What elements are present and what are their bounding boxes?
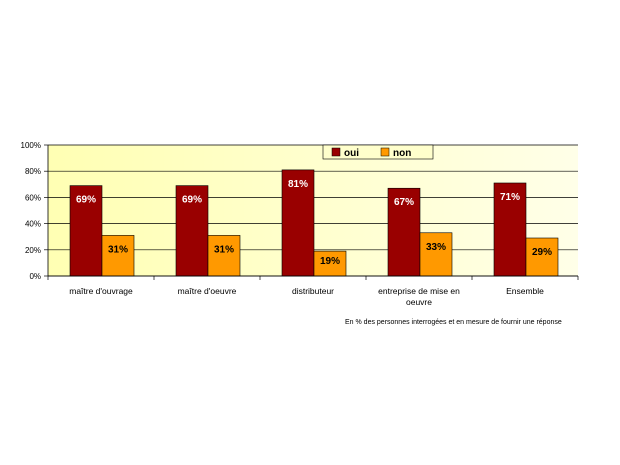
- y-tick-label: 100%: [21, 141, 41, 150]
- category-label: distributeur: [292, 286, 334, 296]
- y-axis-ticks: 0% 20% 40% 60% 80% 100%: [21, 141, 48, 281]
- y-tick-label: 40%: [25, 220, 41, 229]
- legend-swatch-oui: [331, 147, 341, 157]
- data-label: 33%: [426, 242, 446, 253]
- bar-non: [101, 235, 135, 277]
- data-label: 81%: [288, 179, 308, 190]
- y-tick-label: 20%: [25, 246, 41, 255]
- category-label: maître d'ouvrage: [69, 286, 133, 296]
- category-label: entreprise de mise en oeuvre: [378, 286, 460, 307]
- data-label: 69%: [76, 195, 96, 206]
- data-label: 71%: [500, 192, 520, 203]
- bar-oui: [387, 187, 421, 277]
- category-label: maître d'oeuvre: [178, 286, 237, 296]
- y-tick-label: 60%: [25, 193, 41, 202]
- data-label: 19%: [320, 256, 340, 267]
- data-label: 69%: [182, 195, 202, 206]
- bar-oui: [281, 169, 315, 277]
- y-tick-label: 80%: [25, 167, 41, 176]
- legend: oui non: [322, 144, 434, 160]
- y-tick-label: 0%: [29, 272, 41, 281]
- bar-non: [419, 232, 453, 277]
- legend-label-oui: oui: [344, 148, 359, 159]
- data-label: 31%: [108, 244, 128, 255]
- bar-non: [313, 250, 347, 277]
- legend-swatch-non: [380, 147, 390, 157]
- bar-non: [525, 237, 559, 277]
- bars: 69% 69% 81% 67% 71% 31% 31% 19% 33% 29%: [48, 169, 578, 277]
- category-label: Ensemble: [506, 286, 544, 296]
- data-label: 31%: [214, 244, 234, 255]
- x-axis-labels: maître d'ouvrage maître d'oeuvre distribut…: [47, 276, 579, 307]
- bar-non: [207, 235, 241, 277]
- bar-oui: [175, 185, 209, 277]
- data-label: 29%: [532, 247, 552, 258]
- data-label: 67%: [394, 197, 414, 208]
- chart-footnote: En % des personnes interrogées et en mes…: [345, 319, 562, 326]
- legend-label-non: non: [393, 148, 411, 159]
- legend-box: [322, 144, 434, 160]
